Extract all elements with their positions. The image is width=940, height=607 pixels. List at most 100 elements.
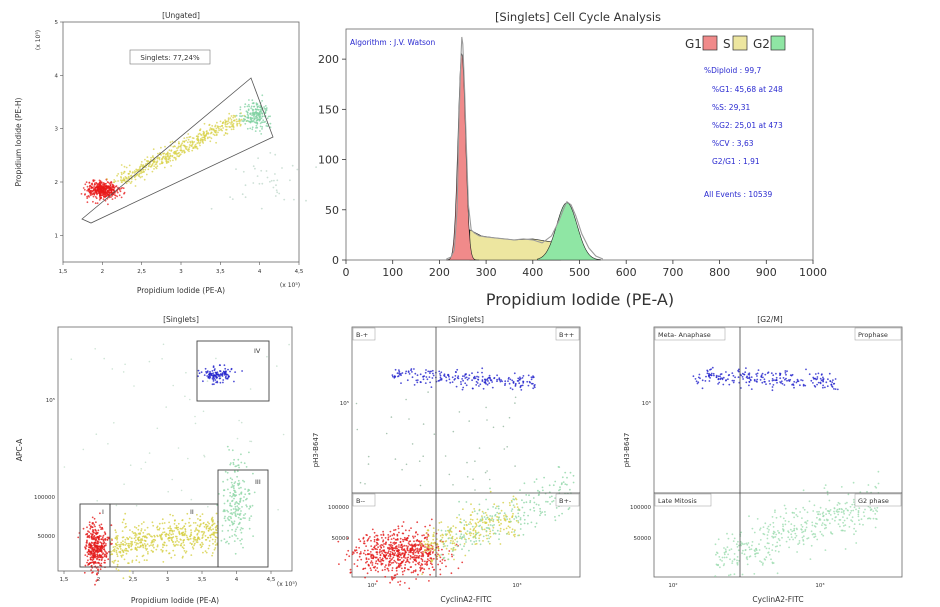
g1-event-dot (100, 523, 103, 526)
s-event-dot (143, 559, 146, 561)
g2m-event-dot (248, 517, 251, 520)
g1-event-dot (420, 555, 423, 558)
s-event-dot (430, 541, 433, 544)
g2-event-dot (753, 531, 756, 534)
mitotic-event-dot (394, 368, 397, 371)
g2-event-dot (482, 535, 485, 538)
ungated-event-dot (172, 159, 174, 162)
g1-event-dot (91, 572, 93, 574)
mitotic-event-dot (464, 382, 467, 385)
ungated-event-dot (242, 118, 245, 120)
s-event-dot (468, 537, 470, 540)
s-event-dot (121, 543, 124, 545)
ungated-event-dot (86, 195, 88, 198)
g2m-event-dot (238, 514, 241, 516)
ungated-event-dot (176, 149, 179, 152)
mitotic-event-dot (822, 386, 824, 389)
g2-event-dot (800, 524, 803, 526)
cell-cycle-xtick-label: 300 (476, 266, 497, 279)
g1-event-dot (382, 549, 384, 552)
panel-g2m-ytick-100000: 100000 (630, 505, 651, 511)
s-event-dot (152, 524, 155, 527)
s-event-dot (153, 534, 156, 537)
g1-event-dot (384, 556, 387, 559)
s-event-dot (433, 531, 435, 534)
s-event-dot (142, 544, 145, 547)
mitotic-event-dot (779, 381, 781, 383)
g2-event-dot (539, 510, 542, 513)
g2-event-dot (875, 518, 878, 520)
g1-event-dot (379, 554, 382, 556)
s-event-dot (170, 527, 173, 530)
g2-event-dot (825, 518, 828, 521)
legend-label: G1 (685, 37, 702, 51)
ungated-event-dot (230, 123, 232, 125)
g2-event-dot (715, 563, 718, 566)
background-event-dot (486, 419, 488, 421)
background-event-dot (190, 498, 193, 501)
mitotic-event-dot (439, 374, 442, 377)
g1-event-dot (374, 569, 377, 572)
s-event-dot (500, 509, 503, 512)
ungated-event-dot (140, 170, 143, 172)
g1-event-dot (417, 544, 419, 546)
s-event-dot (199, 543, 202, 546)
s-event-dot (193, 544, 196, 547)
g1-event-dot (99, 568, 102, 571)
g1-event-dot (389, 547, 392, 550)
g2m-event-dot (226, 445, 229, 448)
g1-event-dot (370, 539, 372, 542)
s-event-dot (143, 539, 146, 542)
g2m-event-dot (239, 497, 242, 500)
quadrant-meta-anaphase: Meta- Anaphase (658, 331, 711, 339)
s-event-dot (429, 549, 431, 552)
s-event-dot (142, 531, 145, 534)
g1-event-dot (389, 535, 392, 537)
s-event-dot (122, 540, 124, 542)
g2-event-dot (727, 553, 729, 556)
mitotic-event-dot (720, 373, 723, 375)
mitotic-event-dot (462, 386, 465, 389)
g2-event-dot (554, 480, 557, 483)
background-event-dot (249, 388, 252, 390)
ungated-event-dot (124, 176, 127, 178)
ungated-event-dot (91, 193, 94, 196)
g2-event-dot (802, 530, 805, 533)
ungated-event-dot (260, 169, 263, 172)
g2-event-dot (794, 536, 797, 539)
background-event-dot (514, 402, 516, 404)
s-event-dot (124, 538, 127, 541)
g1-event-dot (367, 558, 370, 560)
g1-event-dot (380, 547, 383, 549)
g2-event-dot (843, 512, 845, 515)
s-event-dot (165, 535, 167, 538)
g2-event-dot (749, 555, 752, 557)
s-event-dot (186, 536, 189, 539)
g2-event-dot (529, 500, 532, 502)
g2-event-dot (719, 566, 721, 569)
s-event-dot (211, 524, 214, 526)
mitotic-event-dot (486, 383, 489, 386)
ungated-event-dot (183, 144, 186, 147)
ungated-event-dot (187, 148, 190, 151)
g2m-event-dot (244, 488, 247, 490)
ungated-event-dot (166, 161, 168, 164)
g1-event-dot (94, 541, 97, 544)
ungated-event-dot (253, 117, 256, 119)
ungated-event-dot (252, 120, 254, 123)
mitotic-event-dot (530, 376, 533, 379)
g2-event-dot (456, 545, 459, 548)
mitotic-event-dot (468, 374, 471, 377)
s-event-dot (156, 534, 159, 537)
ungated-xtick-label: 2 (101, 269, 105, 275)
g1-event-dot (355, 549, 358, 552)
s-event-dot (476, 518, 479, 521)
ungated-event-dot (228, 125, 231, 128)
g2-event-dot (769, 523, 772, 526)
s-event-dot (172, 549, 175, 552)
g2-event-dot (548, 484, 551, 487)
s-event-dot (167, 527, 170, 529)
g2-event-dot (807, 537, 810, 539)
mitotic-event-dot (796, 378, 799, 381)
g1-event-dot (402, 540, 405, 543)
